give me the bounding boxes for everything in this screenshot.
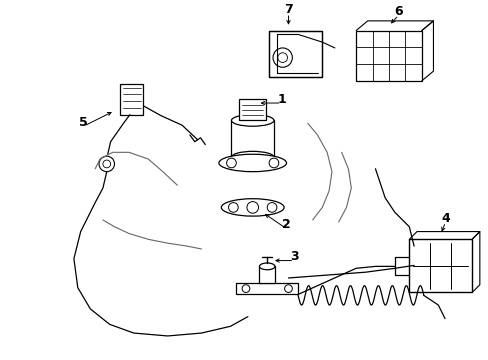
Circle shape	[102, 160, 110, 168]
Bar	[408, 239, 471, 292]
Circle shape	[246, 202, 258, 213]
Ellipse shape	[221, 199, 284, 216]
Bar	[236, 283, 298, 294]
Bar	[231, 121, 273, 157]
Bar	[120, 84, 143, 114]
Bar	[259, 266, 274, 283]
Circle shape	[284, 285, 292, 292]
Text: 5: 5	[79, 116, 88, 129]
Text: 2: 2	[282, 218, 290, 231]
Text: 3: 3	[289, 250, 298, 263]
Text: 7: 7	[284, 3, 292, 16]
Circle shape	[272, 48, 292, 67]
Circle shape	[268, 158, 278, 168]
Ellipse shape	[259, 263, 274, 270]
Text: 4: 4	[440, 212, 449, 225]
Ellipse shape	[231, 151, 273, 163]
Circle shape	[99, 156, 114, 172]
Ellipse shape	[219, 154, 286, 172]
Circle shape	[228, 203, 238, 212]
Bar	[268, 31, 322, 77]
Bar	[239, 99, 265, 121]
Bar	[355, 31, 421, 81]
Circle shape	[277, 53, 287, 62]
Circle shape	[266, 203, 276, 212]
Circle shape	[226, 158, 236, 168]
Circle shape	[242, 285, 249, 292]
Ellipse shape	[231, 114, 273, 126]
Text: 6: 6	[393, 5, 402, 18]
Text: 1: 1	[277, 93, 285, 106]
